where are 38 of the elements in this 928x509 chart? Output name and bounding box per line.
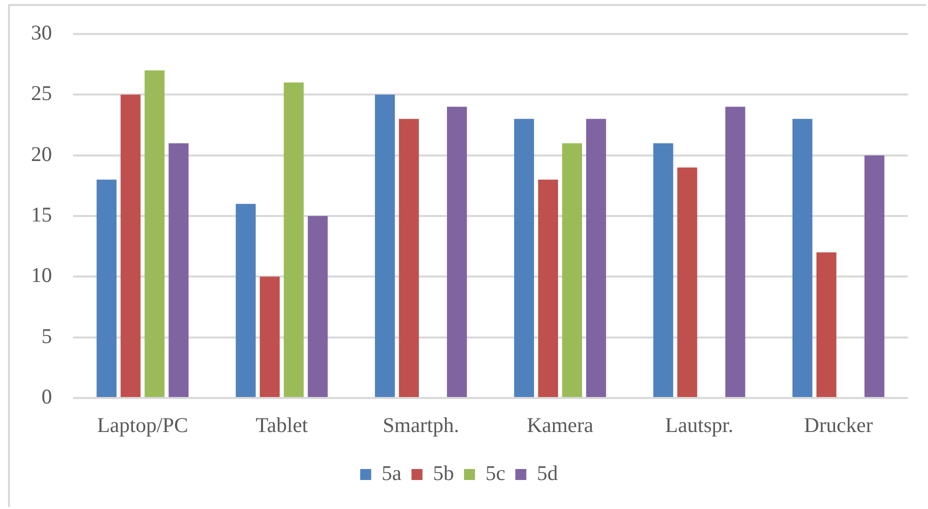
bar: [538, 180, 558, 397]
bar: [446, 106, 467, 397]
bar: [284, 82, 304, 397]
bar: [260, 276, 280, 397]
x-tick-label: Tablet: [256, 413, 308, 438]
x-tick-label: Smartph.: [382, 413, 460, 438]
bar: [653, 143, 674, 397]
bar: [562, 143, 582, 397]
y-tick-label: 10: [31, 263, 52, 288]
x-tick-label: Laptop/PC: [97, 413, 188, 438]
bar: [677, 167, 698, 397]
bar: [398, 118, 419, 397]
y-tick-label: 25: [31, 81, 52, 106]
bar: [864, 155, 884, 397]
legend-label: 5b: [433, 461, 454, 486]
y-tick-label: 15: [31, 202, 52, 227]
y-tick-label: 5: [42, 324, 52, 348]
x-tick-label: Kamera: [526, 413, 594, 438]
x-tick-label: Lautspr.: [665, 413, 734, 438]
bar: [374, 94, 395, 397]
bar: [236, 204, 256, 397]
bar: [514, 118, 534, 397]
x-tick-label: Drucker: [804, 413, 873, 438]
bar: [144, 70, 165, 397]
y-tick-label: 30: [31, 20, 52, 45]
legend-label: 5d: [536, 461, 558, 486]
legend-label: 5a: [382, 461, 402, 486]
bar: [308, 216, 328, 397]
legend-label: 5c: [486, 461, 506, 486]
y-tick-label: 20: [31, 142, 52, 166]
bar: [792, 118, 812, 397]
bar: [816, 252, 836, 397]
bar: [120, 94, 141, 397]
y-tick-label: 0: [42, 384, 52, 409]
bar: [96, 180, 117, 397]
bar: [725, 106, 746, 397]
bar: [586, 118, 606, 397]
bar: [168, 143, 189, 397]
